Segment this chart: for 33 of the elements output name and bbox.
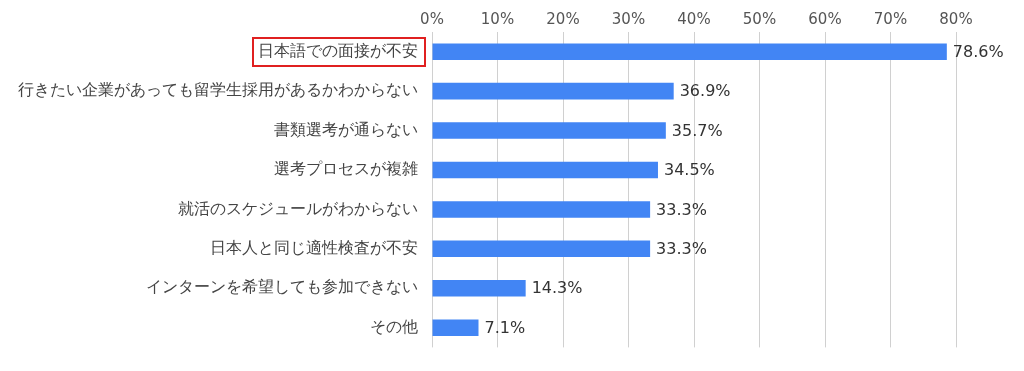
- data-label: 78.6%: [952, 41, 1004, 61]
- data-label: 33.3%: [656, 199, 707, 219]
- bar: [432, 122, 666, 139]
- bar: [432, 319, 479, 336]
- x-tick-label: 40%: [677, 9, 711, 28]
- x-tick-label: 50%: [742, 9, 777, 28]
- y-tick-label: その他: [370, 316, 418, 336]
- y-tick-label: 書類選考が通らない: [274, 119, 418, 139]
- data-label: 33.3%: [656, 238, 707, 258]
- y-tick-label: 就活のスケジュールがわからない: [178, 198, 418, 218]
- x-tick-label: 60%: [808, 9, 842, 28]
- x-tick-label: 0%: [420, 9, 444, 28]
- bar: [432, 161, 658, 179]
- bar: [432, 240, 651, 258]
- x-tick-label: 10%: [480, 9, 515, 28]
- bar: [432, 82, 674, 100]
- bar: [432, 279, 526, 297]
- y-tick-label: 日本語での面接が不安: [258, 40, 418, 60]
- data-label: 35.7%: [671, 120, 723, 140]
- y-tick-label: 日本人と同じ適性検査が不安: [210, 237, 418, 257]
- x-tick-label: 80%: [939, 9, 973, 28]
- data-label: 14.3%: [531, 278, 583, 298]
- x-tick-label: 30%: [611, 9, 646, 28]
- y-tick-label: インターンを希望しても参加できない: [146, 277, 418, 297]
- y-tick-label: 行きたい企業があっても留学生採用があるかわからない: [18, 80, 418, 100]
- x-tick-label: 20%: [546, 9, 580, 28]
- bar: [432, 43, 947, 60]
- y-tick-label: 選考プロセスが複雑: [274, 159, 418, 179]
- data-label: 36.9%: [679, 81, 731, 101]
- data-label: 34.5%: [663, 160, 715, 180]
- x-tick-label: 70%: [873, 9, 908, 28]
- data-label: 7.1%: [484, 317, 526, 337]
- bar: [432, 201, 651, 218]
